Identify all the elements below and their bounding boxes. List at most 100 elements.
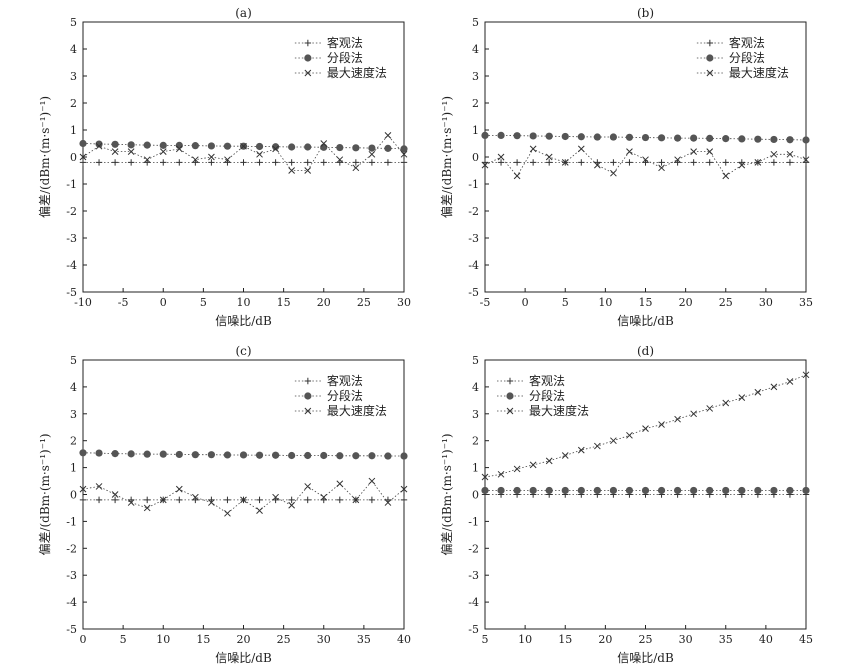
series-2-point (786, 486, 794, 495)
series-2-point (272, 143, 280, 151)
x-tick-label: -5 (480, 296, 491, 309)
series-3-point (738, 394, 746, 402)
series-1-point (578, 159, 585, 166)
series-2-point (513, 486, 521, 495)
series-1-point (384, 159, 392, 166)
series-2-point (79, 449, 87, 457)
x-tick-label: 25 (639, 633, 653, 646)
series-1-point (513, 159, 521, 166)
y-axis-title: 偏差/(dBm·(m·s⁻¹)⁻¹) (439, 96, 454, 218)
y-tick-label: 3 (70, 70, 77, 83)
y-tick-label: -1 (468, 178, 479, 191)
x-tick-label: 5 (482, 633, 489, 646)
series-2-point (400, 145, 408, 153)
series-1-point (111, 159, 119, 166)
y-tick-label: 0 (70, 489, 77, 502)
series-2-point (657, 486, 666, 495)
series-1-point (368, 159, 376, 166)
series-1-point (127, 159, 135, 166)
series-2-point (481, 131, 489, 139)
x-tick-label: 15 (639, 296, 653, 309)
y-axis-title: 偏差/(dBm·(m·s⁻¹)⁻¹) (37, 433, 52, 555)
series-2-line (485, 135, 807, 141)
y-tick-label: -5 (66, 623, 77, 636)
series-2-point (384, 144, 392, 152)
y-tick-label: 4 (70, 381, 77, 394)
series-2-point (754, 486, 762, 495)
series-2-point (223, 451, 232, 459)
series-2-point (690, 486, 698, 495)
series-3-point (690, 148, 698, 155)
series-3-point (529, 145, 537, 153)
series-3-point (256, 507, 263, 514)
series-2-point (336, 452, 344, 460)
y-tick-label: -1 (468, 515, 479, 528)
series-1-point (400, 159, 408, 166)
series-3-point (513, 172, 521, 180)
series-3-line (484, 374, 807, 478)
series-2-point (352, 452, 360, 460)
legend-label: 分段法 (327, 50, 363, 65)
series-1-point (320, 159, 327, 166)
series-3-point (304, 69, 312, 77)
series-2-point (95, 449, 103, 457)
series-1-point (706, 39, 714, 47)
y-tick-label: 2 (472, 435, 479, 448)
series-2-point (802, 136, 810, 144)
series-1-point (658, 159, 665, 166)
series-1-point (352, 159, 360, 166)
series-3-point (400, 150, 408, 158)
x-tick-label: 10 (156, 633, 170, 646)
series-3-point (674, 415, 681, 423)
series-1-point (506, 377, 514, 385)
series-3-point (224, 156, 231, 164)
series-2-point (609, 133, 618, 141)
x-tick-label: 10 (518, 633, 532, 646)
x-tick-label: 0 (522, 296, 529, 309)
series-2-point (368, 144, 376, 152)
series-3-point (272, 493, 279, 501)
series-2-point (657, 134, 666, 142)
y-tick-label: 1 (472, 124, 479, 137)
series-1-point (304, 39, 312, 47)
series-2-point (513, 132, 521, 140)
series-3-point (320, 493, 328, 501)
x-tick-label: 20 (679, 296, 693, 309)
series-2-point (497, 486, 505, 495)
series-2-point (577, 486, 585, 495)
y-tick-label: 5 (472, 354, 479, 367)
series-2-point (223, 142, 232, 150)
series-1-point (240, 159, 247, 166)
x-tick-label: 15 (558, 633, 572, 646)
series-2-point (304, 392, 312, 400)
series-2-point (127, 141, 135, 149)
y-tick-label: 2 (70, 435, 77, 448)
series-3-point (802, 371, 810, 379)
series-2-point (674, 486, 682, 495)
series-1-point (546, 159, 553, 166)
x-tick-label: 10 (237, 296, 251, 309)
series-2-point (754, 135, 762, 143)
legend-label: 客观法 (327, 373, 363, 388)
series-3-point (626, 431, 633, 439)
series-3-point (770, 383, 778, 391)
x-tick-label: 0 (80, 633, 87, 646)
series-3-point (690, 410, 698, 418)
x-tick-label: 15 (196, 633, 210, 646)
chart-title: (a) (235, 6, 252, 20)
series-3-point (610, 437, 617, 445)
series-2-point (545, 486, 553, 495)
series-3-point (143, 504, 151, 512)
series-2-point (352, 144, 360, 152)
y-tick-label: -4 (66, 596, 77, 609)
series-3-point (610, 169, 617, 177)
series-3-line (82, 480, 405, 514)
x-axis-title: 信噪比/dB (617, 314, 674, 328)
y-tick-label: 0 (472, 489, 479, 502)
series-3-point (304, 407, 312, 415)
series-1-point (256, 496, 263, 504)
series-2-point (770, 486, 778, 495)
series-3-point (513, 465, 521, 473)
x-tick-label: 30 (679, 633, 693, 646)
x-tick-label: 15 (277, 296, 291, 309)
